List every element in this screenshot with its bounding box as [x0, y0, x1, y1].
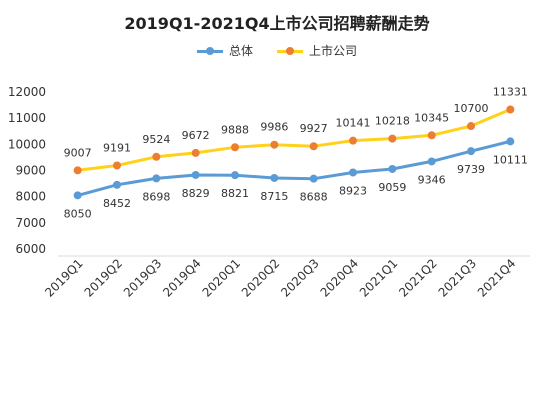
data-point — [270, 173, 279, 182]
data-label: 8923 — [339, 185, 367, 198]
data-label: 8829 — [182, 187, 210, 200]
x-tick-label: 2019Q3 — [121, 256, 165, 300]
x-tick-label: 2019Q4 — [160, 256, 204, 300]
data-label: 9672 — [182, 129, 210, 142]
data-label: 10345 — [414, 111, 449, 124]
data-label: 9007 — [64, 146, 92, 159]
data-point — [309, 142, 318, 151]
data-label: 10111 — [493, 153, 528, 166]
data-point — [349, 168, 357, 177]
data-label: 9346 — [418, 173, 446, 186]
x-tick-label: 2019Q2 — [82, 256, 126, 300]
x-tick-label: 2021Q2 — [396, 256, 440, 300]
legend-swatch-series-0 — [196, 46, 223, 56]
data-point — [467, 122, 475, 131]
x-tick-label: 2021Q4 — [475, 256, 519, 300]
data-label: 8050 — [64, 207, 92, 220]
data-point — [191, 170, 200, 179]
data-point — [309, 174, 318, 183]
y-tick-label: 12000 — [8, 85, 46, 99]
data-point — [427, 157, 436, 166]
data-label: 10141 — [336, 117, 371, 130]
x-tick-label: 2021Q1 — [357, 256, 401, 300]
legend-swatch-series-1 — [277, 46, 303, 56]
data-label: 10700 — [454, 102, 489, 115]
data-label: 9888 — [221, 123, 249, 136]
data-point — [427, 131, 436, 140]
data-point — [506, 137, 515, 146]
data-point — [113, 180, 121, 189]
data-point — [467, 147, 475, 156]
data-label: 9191 — [103, 142, 131, 155]
data-point — [270, 140, 279, 149]
x-tick-label: 2021Q3 — [436, 256, 480, 300]
data-label: 8688 — [300, 191, 328, 204]
data-point — [388, 164, 397, 173]
y-tick-label: 10000 — [8, 137, 46, 151]
legend: 总体 上市公司 — [0, 42, 554, 59]
data-label: 8452 — [103, 197, 131, 210]
legend-item-series-1: 上市公司 — [277, 42, 357, 59]
data-label: 9059 — [378, 181, 406, 194]
data-point — [113, 161, 121, 170]
series-line-0 — [76, 139, 512, 197]
data-point — [388, 134, 397, 143]
y-tick-label: 7000 — [15, 216, 46, 230]
data-label: 8715 — [260, 190, 288, 203]
data-label: 9524 — [142, 133, 170, 146]
legend-label-series-1: 上市公司 — [309, 44, 358, 58]
x-tick-label: 2020Q2 — [239, 256, 283, 300]
data-label: 9986 — [260, 121, 288, 134]
chart-title: 2019Q1-2021Q4上市公司招聘薪酬走势 — [124, 14, 430, 33]
data-label: 9927 — [300, 122, 328, 135]
x-tick-label: 2019Q1 — [42, 256, 86, 300]
data-point — [349, 136, 357, 145]
data-label: 8698 — [142, 190, 170, 203]
y-tick-label: 9000 — [15, 164, 46, 178]
y-tick-label: 8000 — [15, 190, 46, 204]
data-point — [191, 148, 200, 157]
data-label: 11331 — [493, 86, 528, 99]
y-tick-label: 11000 — [8, 111, 46, 125]
x-tick-label: 2020Q4 — [318, 256, 362, 300]
data-point — [73, 166, 82, 175]
data-point — [73, 191, 82, 200]
data-point — [152, 152, 161, 161]
data-point — [231, 171, 239, 180]
y-tick-label: 6000 — [15, 242, 46, 256]
data-point — [152, 174, 161, 183]
data-point — [231, 143, 239, 152]
legend-item-series-0: 总体 — [196, 42, 253, 59]
series-line-1 — [76, 108, 512, 172]
data-label: 8821 — [221, 187, 249, 200]
data-point — [506, 105, 515, 114]
data-label: 9739 — [457, 163, 485, 176]
x-tick-label: 2020Q1 — [200, 256, 244, 300]
x-tick-label: 2020Q3 — [278, 256, 322, 300]
legend-label-series-0: 总体 — [228, 44, 253, 58]
data-label: 10218 — [375, 115, 410, 128]
